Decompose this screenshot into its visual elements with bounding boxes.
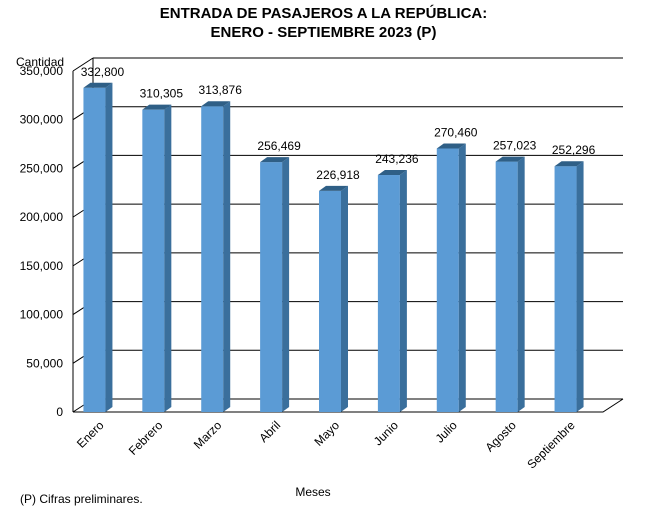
bar [436,148,459,412]
data-label: 226,918 [316,168,360,182]
footnote: (P) Cifras preliminares. [20,492,143,506]
chart-title-line2: ENERO - SEPTIEMBRE 2023 (P) [210,24,437,41]
bar-top [436,143,466,149]
y-tick-label: 50,000 [26,356,63,370]
x-axis-line [73,398,624,413]
bar-top [201,101,231,107]
x-axis-title: Meses [295,485,330,499]
bar-top [260,157,290,163]
bars-layer [83,82,584,413]
bar-top [319,185,348,191]
bar [495,161,518,412]
bar-side [517,156,525,412]
bar-side [341,185,348,412]
bar [142,109,165,413]
x-tick-label: Julio [433,418,461,446]
x-tick-label: Febrero [126,418,166,458]
y-tick-label: 300,000 [20,113,64,127]
bar-top [142,104,172,110]
y-tick-label: 0 [56,405,63,419]
chart-title-line1: ENTRADA DE PASAJEROS A LA REPÚBLICA: [159,5,488,22]
bar-side [164,104,172,413]
bar-side [105,82,113,412]
bar-top [495,156,525,162]
gridline-depth [72,57,94,72]
bar-side [399,170,407,412]
bar-side [458,143,466,412]
bar [377,175,400,412]
y-tick-label: 100,000 [20,308,64,322]
data-label: 252,296 [552,143,596,157]
bar-side [223,101,231,412]
x-tick-label: Marzo [191,418,225,452]
data-label: 310,305 [140,87,184,101]
y-tick-label: 200,000 [20,210,64,224]
bar [260,162,283,412]
data-label: 243,236 [375,152,419,166]
y-tick-label: 250,000 [20,161,64,175]
x-tick-label: Abril [256,418,283,445]
data-label: 256,469 [257,139,301,153]
bar-top [83,82,113,88]
x-tick-label: Agosto [482,418,519,455]
axis-layer: 0 50,000 100,000 150,000 200,000 250,000 300,0… [20,58,624,419]
bar [554,166,577,412]
y-tick-label: 350,000 [20,64,64,78]
x-tick-label: Mayo [311,418,342,449]
x-tick-label: Enero [74,418,107,451]
data-label: 270,460 [434,125,478,139]
chart-title: ENTRADA DE PASAJEROS A LA REPÚBLICA: ENE… [0,4,647,42]
bar-top [377,170,407,176]
y-tick-label: 150,000 [20,259,64,273]
grid-layer [72,57,623,413]
data-label: 332,800 [81,65,125,79]
data-label: 257,023 [493,139,537,153]
data-label: 313,876 [199,83,243,97]
bar-side [576,161,584,412]
x-tick-label: Septiembre [524,418,578,472]
bar-top [554,161,584,167]
bar [83,87,106,412]
x-tick-label: Junio [371,418,401,448]
bar-side [282,157,290,412]
bar [201,106,224,412]
bar [319,190,341,412]
y-axis-title: Cantidad [16,55,64,69]
